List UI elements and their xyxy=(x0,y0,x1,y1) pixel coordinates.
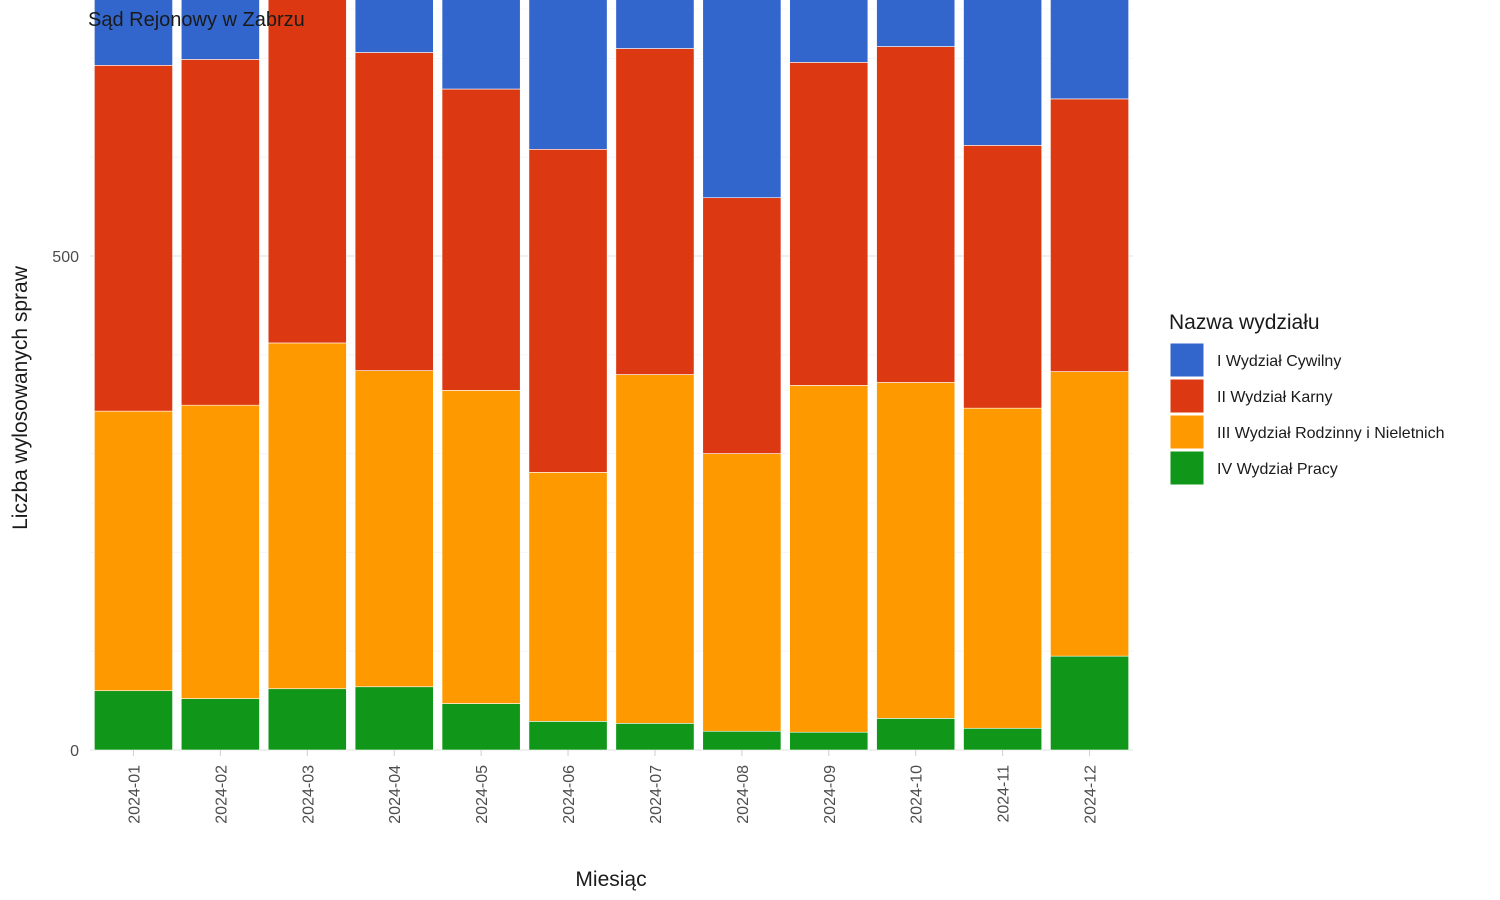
bar-segment xyxy=(528,148,608,473)
bar-segment xyxy=(267,688,347,751)
chart-title: Sąd Rejonowy w Zabrzu xyxy=(88,9,305,31)
legend-key xyxy=(1169,414,1205,450)
bar-segment xyxy=(267,0,347,344)
legend-title: Nazwa wydziału xyxy=(1169,311,1320,334)
bar-segment xyxy=(441,88,521,391)
y-tick-label: 500 xyxy=(52,249,79,266)
bar-segment xyxy=(702,0,782,199)
bar-segment xyxy=(702,453,782,732)
bar-segment xyxy=(354,52,434,371)
bar-segment xyxy=(528,472,608,722)
bar-segment xyxy=(789,0,869,63)
bar-segment xyxy=(876,46,956,383)
bar-segment xyxy=(94,0,173,66)
x-tick-label: 2024-11 xyxy=(996,765,1013,823)
bar-segment xyxy=(441,390,521,704)
bar-segment xyxy=(789,731,869,751)
bar-segment xyxy=(94,410,173,692)
legend-key xyxy=(1169,378,1205,414)
bar-segment xyxy=(354,686,434,751)
y-axis-ticks: 05001000 xyxy=(52,249,79,760)
bar-segment xyxy=(180,698,260,751)
x-axis-title: Miesiąc xyxy=(575,868,646,891)
bar-segment xyxy=(180,404,260,699)
bar-segment xyxy=(876,382,956,719)
legend-label: III Wydział Rodzinny i Nieletnich xyxy=(1217,425,1445,442)
bar-segment xyxy=(441,0,521,90)
bar-segment xyxy=(1050,371,1129,657)
bar-segment xyxy=(876,718,956,751)
legend-key xyxy=(1169,450,1205,486)
x-tick-label: 2024-09 xyxy=(822,765,839,824)
x-axis-ticks: 2024-01 2024-02 2024-03 2024-04 2024-05 2024-… xyxy=(126,750,1100,824)
bar-segment xyxy=(615,48,695,375)
bar-segment xyxy=(94,65,173,412)
bar-segment xyxy=(615,723,695,751)
bar-segment xyxy=(963,0,1043,146)
bar-segment xyxy=(267,342,347,690)
legend-label: IV Wydział Pracy xyxy=(1217,461,1338,478)
x-tick-label: 2024-07 xyxy=(648,765,665,824)
bars xyxy=(94,0,1129,751)
bar-segment xyxy=(528,721,608,751)
bar-segment xyxy=(1050,98,1129,372)
bar-segment xyxy=(876,0,956,47)
bar-segment xyxy=(180,0,260,60)
bar-segment xyxy=(789,62,869,386)
bar-segment xyxy=(354,370,434,688)
y-tick-label: 0 xyxy=(70,743,79,760)
x-tick-label: 2024-12 xyxy=(1083,765,1100,824)
legend-label: II Wydział Karny xyxy=(1217,389,1332,406)
legend-label: I Wydział Cywilny xyxy=(1217,353,1341,370)
legend-key xyxy=(1169,342,1205,378)
bar-segment xyxy=(1050,655,1129,751)
bar-segment xyxy=(789,385,869,733)
x-tick-label: 2024-01 xyxy=(126,765,143,824)
x-tick-label: 2024-03 xyxy=(300,765,317,824)
x-tick-label: 2024-04 xyxy=(387,765,404,824)
bar-segment xyxy=(180,59,260,406)
x-tick-label: 2024-06 xyxy=(561,765,578,824)
bar-segment xyxy=(441,703,521,751)
bar-segment xyxy=(1050,0,1129,100)
bar-segment xyxy=(702,730,782,751)
bar-segment xyxy=(963,407,1043,729)
x-tick-label: 2024-08 xyxy=(735,765,752,824)
x-tick-label: 2024-10 xyxy=(909,765,926,824)
bar-segment xyxy=(963,145,1043,409)
bar-segment xyxy=(94,690,173,751)
y-axis-title: Liczba wylosowanych spraw xyxy=(9,265,32,530)
bar-segment xyxy=(963,727,1043,751)
x-tick-label: 2024-05 xyxy=(474,765,491,824)
bar-segment xyxy=(615,374,695,724)
legend: Nazwa wydziału I Wydział Cywilny II Wydzi… xyxy=(1169,311,1445,486)
bar-segment xyxy=(354,0,434,53)
bar-segment xyxy=(702,197,782,454)
bar-segment xyxy=(615,0,695,49)
x-tick-label: 2024-02 xyxy=(213,765,230,824)
bar-segment xyxy=(528,0,608,150)
